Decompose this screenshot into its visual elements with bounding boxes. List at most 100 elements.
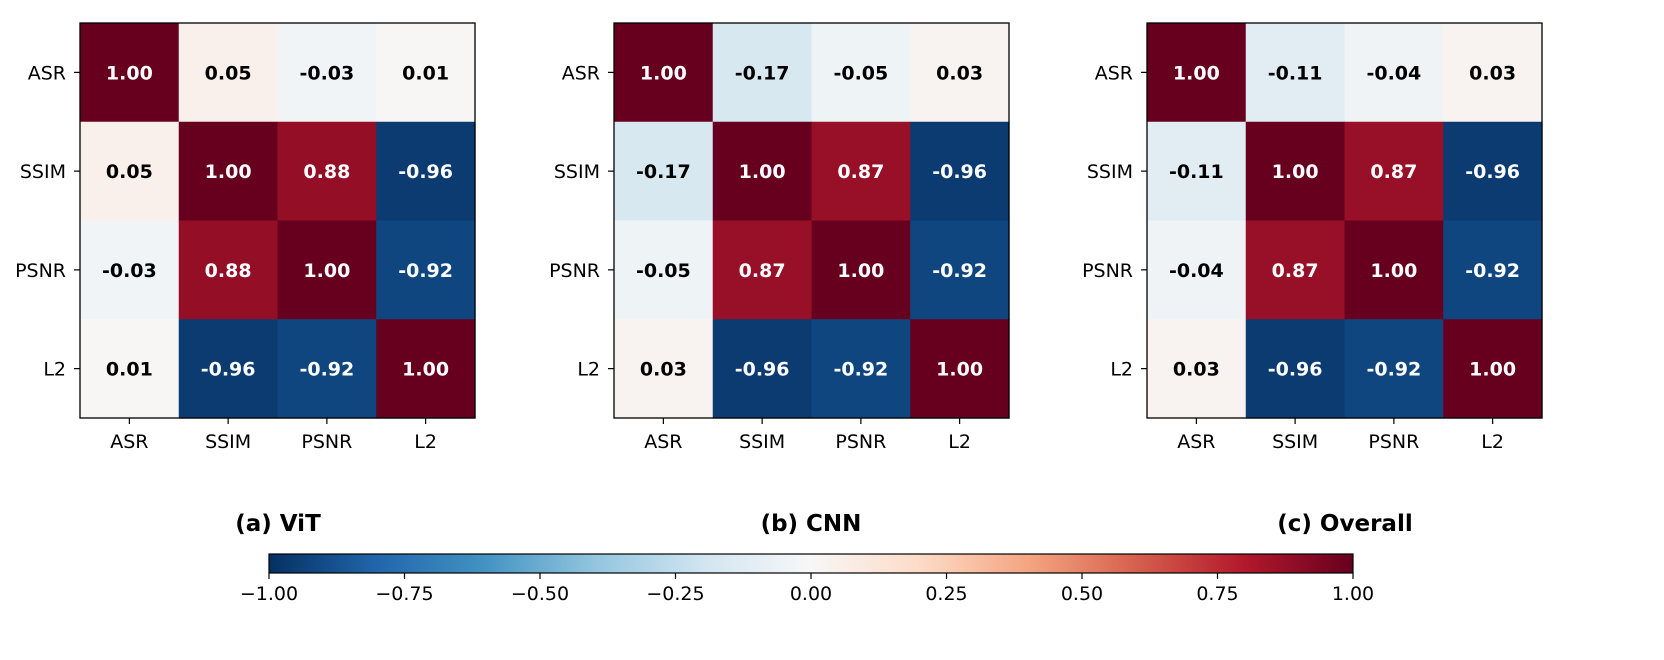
x-tick-label: PSNR <box>301 431 352 453</box>
heatmap-cell <box>1245 220 1346 320</box>
heatmap-cell <box>614 23 714 123</box>
heatmap-cell <box>1443 121 1543 222</box>
heatmap-cell <box>178 23 279 123</box>
cell-value-label: -0.92 <box>1366 359 1421 381</box>
heatmap-cell <box>1245 319 1346 419</box>
cell-value-label: -0.11 <box>1169 161 1224 183</box>
y-tick-label: SSIM <box>1087 161 1133 183</box>
heatmap-cell <box>614 319 714 419</box>
cell-value-label: -0.03 <box>102 260 157 282</box>
heatmap-panel: 1.00 0.05 -0.03 0.01 0.05 1.00 0.88 -0.96 -0.03 0… <box>15 22 476 537</box>
heatmap-cell <box>712 23 813 123</box>
x-tick-label: ASR <box>1177 431 1215 453</box>
x-tick-label: L2 <box>414 431 437 453</box>
heatmap-cell <box>178 319 279 419</box>
panel-frame <box>1146 22 1543 419</box>
y-tick-label: SSIM <box>554 161 600 183</box>
heatmap-cell <box>80 121 180 222</box>
cell-value-label: -0.96 <box>398 161 453 183</box>
heatmap-cell <box>1344 23 1444 123</box>
cell-value-label: -0.04 <box>1366 62 1421 84</box>
cell-value-label: 1.00 <box>1469 359 1516 381</box>
cell-value-label: 1.00 <box>303 260 350 282</box>
cell-value-label: -0.96 <box>201 359 256 381</box>
cell-value-label: -0.96 <box>735 359 790 381</box>
cell-value-label: 1.00 <box>106 62 153 84</box>
heatmap-cell <box>811 220 911 320</box>
cell-value-label: 1.00 <box>1272 161 1319 183</box>
cell-value-label: -0.92 <box>398 260 453 282</box>
cell-value-label: 0.87 <box>1272 260 1319 282</box>
heatmap-cell <box>910 319 1010 419</box>
y-tick-label: PSNR <box>15 260 66 282</box>
colorbar-tick-label: 0.50 <box>1061 583 1103 605</box>
cell-value-label: -0.04 <box>1169 260 1224 282</box>
cell-value-label: 1.00 <box>640 62 687 84</box>
heatmap-cell <box>277 220 377 320</box>
cell-value-label: -0.03 <box>299 62 354 84</box>
colorbar-tick-label: 0.75 <box>1196 583 1238 605</box>
cell-value-label: 0.03 <box>1173 359 1220 381</box>
heatmap-cell <box>910 121 1010 222</box>
x-tick-label: PSNR <box>1368 431 1419 453</box>
y-tick-label: SSIM <box>20 161 66 183</box>
heatmap-cell <box>1147 220 1247 320</box>
heatmap-panels: 1.00 0.05 -0.03 0.01 0.05 1.00 0.88 -0.96 -0.03 0… <box>15 22 1543 537</box>
heatmap-cell <box>277 319 377 419</box>
cell-value-label: -0.11 <box>1268 62 1323 84</box>
cell-value-label: -0.92 <box>932 260 987 282</box>
x-tick-label: SSIM <box>739 431 785 453</box>
colorbar-tick-label: −0.25 <box>646 583 704 605</box>
heatmap-cell <box>910 220 1010 320</box>
heatmap-cell <box>712 220 813 320</box>
heatmap-cell <box>277 23 377 123</box>
cell-value-label: 0.03 <box>936 62 983 84</box>
heatmap-cell <box>1147 23 1247 123</box>
heatmap-cell <box>1344 121 1444 222</box>
x-tick-label: SSIM <box>205 431 251 453</box>
panel-frame <box>79 22 476 419</box>
cell-value-label: 0.87 <box>739 260 786 282</box>
cell-value-label: 0.87 <box>837 161 884 183</box>
heatmap-cell <box>1344 319 1444 419</box>
x-tick-label: PSNR <box>835 431 886 453</box>
y-tick-label: L2 <box>577 359 600 381</box>
cell-value-label: 0.03 <box>1469 62 1516 84</box>
cell-value-label: -0.92 <box>299 359 354 381</box>
x-tick-label: SSIM <box>1272 431 1318 453</box>
heatmap-cell <box>80 23 180 123</box>
heatmap-cell <box>1245 23 1346 123</box>
cell-value-label: -0.96 <box>1268 359 1323 381</box>
heatmap-cell <box>1245 121 1346 222</box>
cell-value-label: 1.00 <box>837 260 884 282</box>
cell-value-label: 1.00 <box>1173 62 1220 84</box>
panel-title: (b) CNN <box>761 511 862 537</box>
y-tick-label: ASR <box>1095 62 1133 84</box>
colorbar-bar <box>269 554 1353 573</box>
heatmap-cell <box>376 319 476 419</box>
cell-value-label: 1.00 <box>402 359 449 381</box>
heatmap-cell <box>1443 220 1543 320</box>
y-tick-label: L2 <box>43 359 66 381</box>
cell-value-label: 0.88 <box>303 161 350 183</box>
heatmap-cell <box>712 121 813 222</box>
heatmap-panel: 1.00 -0.17 -0.05 0.03 -0.17 1.00 0.87 -0.96 -0.0… <box>549 22 1010 537</box>
heatmap-cell <box>811 121 911 222</box>
cell-value-label: -0.17 <box>735 62 790 84</box>
x-tick-label: ASR <box>110 431 148 453</box>
panel-title: (a) ViT <box>235 511 321 537</box>
colorbar-tick-label: 0.00 <box>790 583 832 605</box>
colorbar-tick-label: −0.75 <box>375 583 433 605</box>
cell-value-label: -0.05 <box>833 62 888 84</box>
cell-value-label: 0.03 <box>640 359 687 381</box>
heatmap-cell <box>80 319 180 419</box>
heatmap-cell <box>80 220 180 320</box>
cell-value-label: -0.05 <box>636 260 691 282</box>
cell-value-label: 0.05 <box>205 62 252 84</box>
heatmap-cell <box>811 319 911 419</box>
heatmap-cell <box>376 121 476 222</box>
cell-value-label: 0.01 <box>106 359 153 381</box>
panel-frame <box>613 22 1010 419</box>
cell-value-label: -0.92 <box>1465 260 1520 282</box>
